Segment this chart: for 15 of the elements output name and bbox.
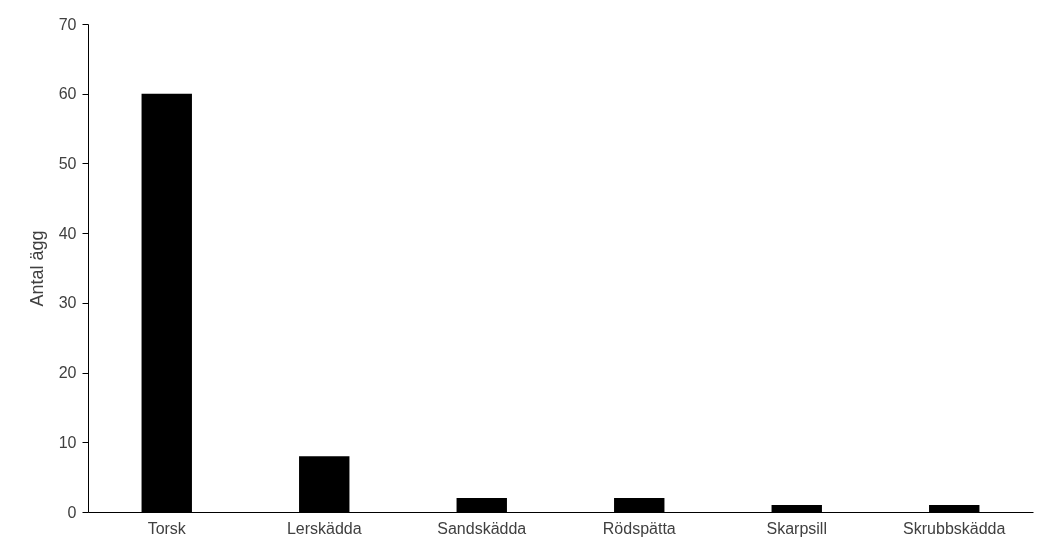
y-tick-label: 20 <box>58 364 77 382</box>
y-tick-label: 0 <box>67 503 77 521</box>
y-tick-label: 40 <box>58 224 77 242</box>
y-tick-label: 50 <box>58 154 77 172</box>
y-axis-title: Antal ägg <box>26 230 47 307</box>
y-tick-label: 60 <box>58 85 77 103</box>
y-tick-label: 30 <box>58 294 77 312</box>
x-tick-label: Sandskädda <box>437 519 527 537</box>
x-tick-label: Lerskädda <box>286 519 362 537</box>
x-tick-label: Skrubbskädda <box>903 519 1006 537</box>
x-tick-label: Rödspätta <box>602 519 676 537</box>
x-tick-label: Torsk <box>147 519 187 537</box>
y-tick-label: 70 <box>58 15 77 33</box>
x-tick-label: Skarpsill <box>766 519 827 537</box>
y-tick-label: 10 <box>58 433 77 451</box>
